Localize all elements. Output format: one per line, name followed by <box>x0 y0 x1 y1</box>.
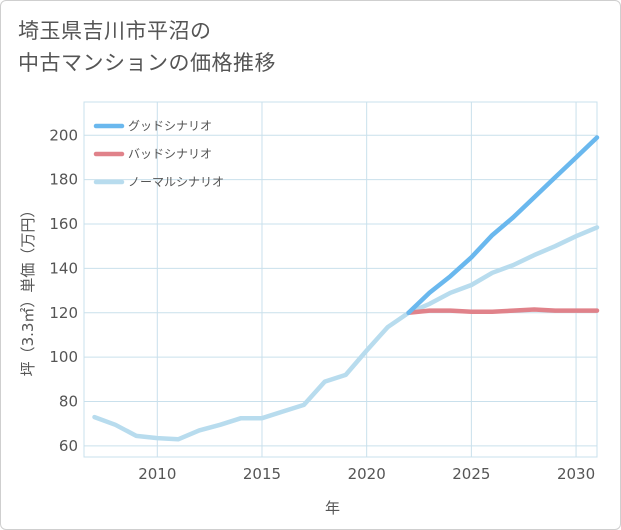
y-tick-label-60: 60 <box>59 437 78 455</box>
x-axis-title: 年 <box>325 499 340 517</box>
x-tick-label-2010: 2010 <box>138 465 176 483</box>
y-tick-label-200: 200 <box>49 126 78 144</box>
plot-area <box>84 102 597 457</box>
series-line-0 <box>406 135 600 316</box>
y-tick-label-80: 80 <box>59 393 78 411</box>
chart-title-line2: 中古マンションの価格推移 <box>18 51 276 75</box>
plot-border <box>83 101 598 458</box>
x-tick-label-2020: 2020 <box>348 465 386 483</box>
y-tick-label-120: 120 <box>49 304 78 322</box>
y-tick-label-180: 180 <box>49 171 78 189</box>
series-line-2 <box>92 225 600 442</box>
y-tick-label-140: 140 <box>49 259 78 277</box>
chart-title: 埼玉県吉川市平沼の 中古マンションの価格推移 <box>18 15 438 79</box>
x-tick-label-2030: 2030 <box>557 465 595 483</box>
series-line-1 <box>406 307 600 316</box>
chart-title-line1: 埼玉県吉川市平沼の <box>18 19 212 43</box>
y-axis-title: 坪（3.3㎡）単価（万円） <box>19 203 37 377</box>
legend-label-0: グッドシナリオ <box>128 119 212 133</box>
legend-label-1: バッドシナリオ <box>128 147 212 161</box>
legend-label-2: ノーマルシナリオ <box>128 175 224 189</box>
x-tick-label-2025: 2025 <box>452 465 490 483</box>
x-tick-label-2015: 2015 <box>243 465 281 483</box>
y-tick-label-100: 100 <box>49 348 78 366</box>
y-tick-label-160: 160 <box>49 215 78 233</box>
